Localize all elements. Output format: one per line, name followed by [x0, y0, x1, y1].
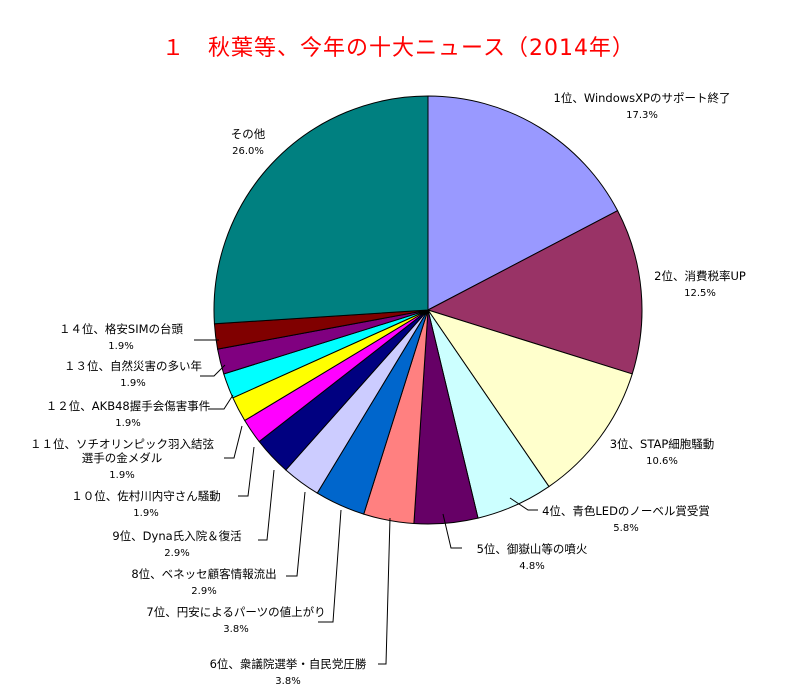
slice-label-7: 7位、円安によるパーツの値上がり — [146, 605, 325, 619]
slice-label-10: １０位、佐村川内守さん騒動 — [71, 489, 221, 503]
leader-line-5 — [442, 513, 462, 549]
leader-line-4 — [509, 497, 538, 511]
slice-label-13: １３位、自然災害の多い年 — [64, 359, 202, 373]
leader-line-13 — [200, 364, 226, 377]
slice-label-12: １２位、AKB48握手会傷害事件 — [46, 399, 210, 413]
leader-line-10 — [238, 446, 255, 497]
slice-percent-1: 17.3% — [626, 110, 658, 121]
slice-percent-8: 2.9% — [191, 586, 216, 597]
slice-label-1: 1位、WindowsXPのサポート終了 — [554, 91, 731, 105]
pie-slice-3 — [426, 309, 633, 488]
slice-percent-14: 1.9% — [108, 341, 133, 352]
slice-percent-12: 1.9% — [115, 418, 140, 429]
slice-percent-11: 1.9% — [109, 470, 134, 481]
slice-label-9: 9位、Dyna氏入院＆復活 — [112, 529, 241, 543]
leader-line-7 — [318, 509, 342, 623]
slice-percent-5: 4.8% — [519, 561, 544, 572]
slice-percent-2: 12.5% — [684, 288, 716, 299]
slice-label-15: その他 — [231, 127, 266, 141]
slice-percent-13: 1.9% — [120, 378, 145, 389]
pie-slice-15 — [213, 95, 429, 325]
pie-slice-1 — [427, 95, 619, 311]
slice-percent-10: 1.9% — [133, 508, 158, 519]
leader-line-6 — [378, 517, 391, 665]
slice-label-3: 3位、STAP細胞騒動 — [610, 437, 715, 451]
slice-label-5: 5位、御嶽山等の噴火 — [477, 542, 588, 556]
leader-line-9 — [258, 469, 275, 541]
slice-percent-15: 26.0% — [232, 146, 264, 157]
slice-label-8: 8位、ベネッセ顧客情報流出 — [131, 567, 276, 581]
slice-percent-9: 2.9% — [164, 548, 189, 559]
chart-title: １ 秋葉等、今年の十大ニュース（2014年） — [162, 36, 635, 61]
slice-label-6: 6位、衆議院選挙・自民党圧勝 — [210, 657, 367, 671]
slice-label-4: 4位、青色LEDのノーベル賞受賞 — [542, 504, 710, 518]
leader-line-8 — [286, 491, 306, 577]
pie-slice-2 — [426, 209, 643, 375]
slice-percent-4: 5.8% — [613, 523, 638, 534]
leader-line-12 — [208, 394, 234, 410]
leader-line-11 — [224, 425, 243, 459]
slice-label-14: １４位、格安SIMの台頭 — [59, 322, 184, 336]
slice-label-2: 2位、消費税率UP — [654, 269, 746, 283]
slice-percent-7: 3.8% — [223, 624, 248, 635]
slice-label-11: １１位、ソチオリンピック羽入結弦選手の金メダル — [30, 437, 214, 465]
slice-percent-3: 10.6% — [646, 456, 678, 467]
slice-percent-6: 3.8% — [275, 676, 300, 687]
